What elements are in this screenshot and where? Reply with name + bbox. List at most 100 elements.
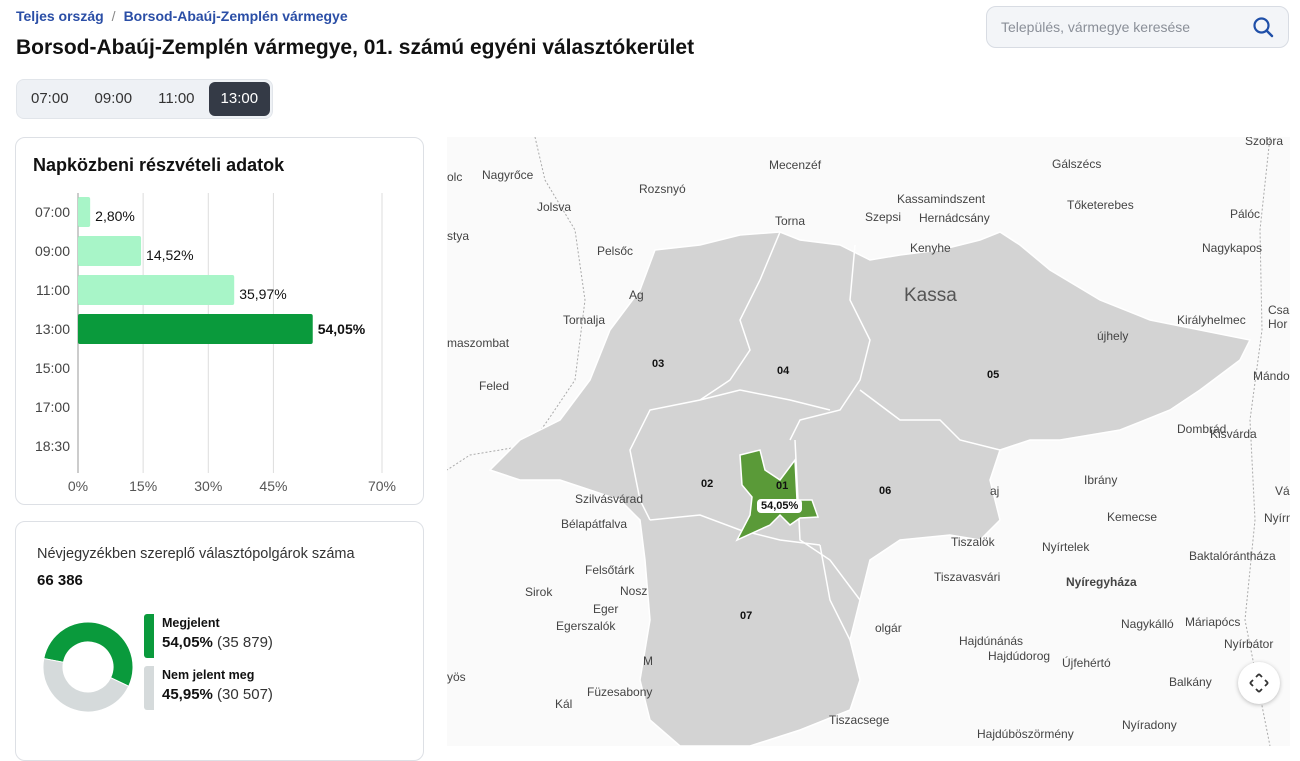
- search-icon[interactable]: [1252, 16, 1274, 38]
- place-label: Felsőtárk: [585, 563, 635, 577]
- x-tick-label: 70%: [368, 478, 396, 494]
- place-label: Tőketerebes: [1067, 198, 1134, 212]
- place-label: aj: [990, 484, 1000, 498]
- place-label: olc: [447, 170, 463, 184]
- bar-value-label: 2,80%: [95, 208, 135, 224]
- time-selector: 07:00 09:00 11:00 13:00: [16, 79, 274, 119]
- place-label: Torna: [775, 214, 806, 228]
- y-tick-label: 09:00: [35, 243, 70, 259]
- voters-card: Névjegyzékben szereplő választópolgárok …: [15, 521, 424, 761]
- place-label: Újfehértó: [1062, 656, 1111, 670]
- place-label: Tiszalök: [951, 535, 995, 549]
- donut-segment-0[interactable]: [43, 621, 134, 687]
- place-label: Gálszécs: [1052, 157, 1102, 171]
- y-tick-label: 17:00: [35, 399, 70, 415]
- place-label: M: [643, 654, 653, 668]
- place-label: Eger: [593, 602, 619, 616]
- search-input[interactable]: [1001, 19, 1241, 35]
- legend-present-pct: 54,05%: [162, 634, 213, 651]
- district-label-07[interactable]: 07: [740, 610, 753, 622]
- place-label: Baktalórántháza: [1189, 549, 1276, 563]
- place-label: Szepsi: [865, 210, 902, 224]
- place-label: Kemecse: [1107, 510, 1158, 524]
- page-title: Borsod-Abaúj-Zemplén vármegye, 01. számú…: [16, 36, 695, 59]
- bar-07:00[interactable]: [78, 197, 91, 227]
- x-tick-label: 30%: [194, 478, 222, 494]
- district-map[interactable]: Kassa Nagyrőce olc Rozsnyó Mecenzéf Gálszécs S…: [447, 137, 1290, 746]
- district-label-04[interactable]: 04: [777, 365, 790, 377]
- place-label: Feled: [479, 379, 510, 393]
- x-tick-label: 45%: [259, 478, 287, 494]
- bar-value-label: 35,97%: [239, 286, 286, 302]
- place-label: Nyíradony: [1122, 718, 1177, 732]
- turnout-donut: [42, 621, 134, 713]
- place-label: Nosz: [620, 584, 648, 598]
- place-label: Hernádcsány: [919, 211, 990, 225]
- legend-present-label: Megjelent: [162, 616, 220, 630]
- place-label: Kassamindszent: [897, 192, 986, 206]
- place-label: Egerszalók: [556, 619, 616, 633]
- expand-arrows-icon: [1249, 673, 1269, 693]
- place-label: Kenyhe: [910, 241, 951, 255]
- bar-value-label: 54,05%: [318, 321, 366, 337]
- time-tab-1300[interactable]: 13:00: [208, 82, 271, 116]
- place-label: újhely: [1097, 329, 1129, 343]
- place-label: Nyíregyháza: [1066, 575, 1137, 589]
- bar-13:00[interactable]: [78, 314, 313, 344]
- bar-11:00[interactable]: [78, 275, 235, 305]
- place-label: Tornalja: [563, 313, 606, 327]
- time-tab-0700[interactable]: 07:00: [31, 90, 69, 107]
- place-label: Ag: [629, 288, 644, 302]
- legend-absent-label: Nem jelent meg: [162, 668, 255, 682]
- place-label: Balkány: [1169, 675, 1212, 689]
- place-label: Hajdúdorog: [988, 649, 1051, 663]
- x-tick-label: 0%: [68, 478, 88, 494]
- turnout-bar-chart: 0% 15% 30% 45% 70% 07:00 2,80% 09:00 14,52% 11:00…: [35, 193, 396, 494]
- place-label: Rozsnyó: [639, 182, 686, 196]
- breadcrumb-county[interactable]: Borsod-Abaúj-Zemplén vármegye: [123, 8, 348, 24]
- place-label: Nyírma: [1264, 511, 1290, 525]
- place-label: Hajdúnánás: [959, 634, 1024, 648]
- y-tick-label: 11:00: [36, 282, 70, 298]
- legend-absent: Nem jelent meg 45,95% (30 507): [144, 666, 273, 710]
- breadcrumb-country[interactable]: Teljes ország: [16, 8, 104, 24]
- bar-09:00[interactable]: [78, 236, 142, 266]
- county-border-line: [447, 137, 586, 471]
- donut-segment-1[interactable]: [42, 657, 130, 713]
- district-label-06[interactable]: 06: [879, 485, 892, 497]
- legend-absent-count: (30 507): [217, 686, 273, 703]
- search-box[interactable]: [986, 6, 1289, 48]
- district-label-02[interactable]: 02: [701, 478, 714, 490]
- place-label: Nyírbátor: [1224, 637, 1274, 651]
- border-line-east: [1244, 137, 1271, 746]
- place-label: yös: [447, 670, 466, 684]
- selected-district-value: 54,05%: [757, 499, 803, 513]
- place-label: Pelsőc: [597, 244, 634, 258]
- place-label: Hor: [1268, 317, 1288, 331]
- place-label: Pálóc: [1230, 207, 1261, 221]
- time-tab-1100[interactable]: 11:00: [158, 90, 195, 107]
- place-label: Kassa: [904, 285, 957, 306]
- y-tick-label: 15:00: [35, 360, 70, 376]
- county-area: [488, 231, 1252, 746]
- district-01-selected[interactable]: [735, 449, 820, 542]
- place-label: Nagykapos: [1202, 241, 1263, 255]
- place-label: maszombat: [447, 336, 510, 350]
- x-tick-label: 15%: [129, 478, 157, 494]
- place-label: Kisvárda: [1210, 427, 1257, 441]
- place-label: olgár: [875, 621, 902, 635]
- voters-total: 66 386: [37, 572, 83, 589]
- y-tick-label: 07:00: [35, 204, 70, 220]
- district-label-05[interactable]: 05: [987, 369, 1000, 381]
- place-label: Mándo: [1253, 369, 1290, 383]
- chart-title: Napközbeni részvételi adatok: [33, 155, 285, 175]
- place-label: Nagyrőce: [482, 168, 534, 182]
- district-label-03[interactable]: 03: [652, 358, 665, 370]
- map-shapes: [447, 137, 1271, 746]
- place-label: Jolsva: [537, 200, 572, 214]
- place-label: Vá: [1275, 484, 1290, 498]
- place-label: Hajdúböszörmény: [977, 727, 1074, 741]
- fit-map-button[interactable]: [1238, 662, 1280, 704]
- district-label-01[interactable]: 01: [776, 480, 789, 492]
- time-tab-0900[interactable]: 09:00: [94, 90, 133, 107]
